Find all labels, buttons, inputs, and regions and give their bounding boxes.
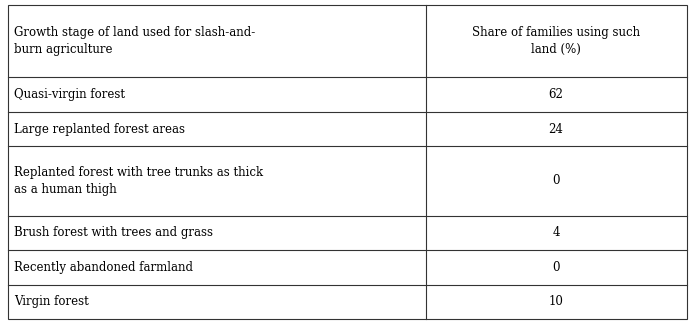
Text: 0: 0 — [553, 261, 560, 274]
Text: 10: 10 — [548, 295, 564, 308]
Text: Growth stage of land used for slash-and-
burn agriculture: Growth stage of land used for slash-and-… — [14, 26, 255, 56]
Text: Large replanted forest areas: Large replanted forest areas — [14, 123, 185, 136]
Text: 24: 24 — [548, 123, 564, 136]
Text: Replanted forest with tree trunks as thick
as a human thigh: Replanted forest with tree trunks as thi… — [14, 166, 263, 196]
Text: Virgin forest: Virgin forest — [14, 295, 89, 308]
Text: 62: 62 — [548, 88, 564, 101]
Text: Share of families using such
land (%): Share of families using such land (%) — [472, 26, 640, 56]
Text: Brush forest with trees and grass: Brush forest with trees and grass — [14, 226, 213, 239]
Text: Recently abandoned farmland: Recently abandoned farmland — [14, 261, 193, 274]
Text: 0: 0 — [553, 175, 560, 188]
Text: Quasi-virgin forest: Quasi-virgin forest — [14, 88, 125, 101]
Text: 4: 4 — [553, 226, 560, 239]
